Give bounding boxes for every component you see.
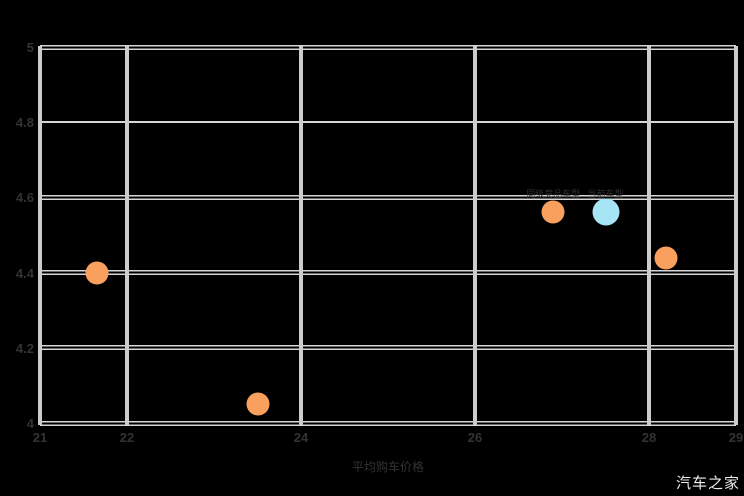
gridline-horizontal <box>40 44 736 50</box>
gridline-horizontal <box>40 420 736 426</box>
data-point-orange-series[interactable] <box>85 261 109 285</box>
gridline-horizontal <box>40 121 736 124</box>
y-axis-tick-label: 4.8 <box>15 115 34 131</box>
data-point-label: 当前车型 <box>587 189 624 200</box>
data-point-orange-series[interactable] <box>654 246 678 270</box>
x-axis-tick-label: 21 <box>32 430 48 445</box>
x-axis-title: 平均购车价格 <box>351 460 424 474</box>
data-point-orange-series[interactable] <box>541 200 565 224</box>
x-axis-tick-label: 28 <box>641 430 657 445</box>
y-axis-tick-label: 5 <box>26 40 34 55</box>
x-axis-tick-label: 24 <box>293 430 309 445</box>
gridline-vertical <box>647 46 651 425</box>
gridline-vertical <box>734 46 738 425</box>
y-axis-tick-label: 4.4 <box>15 265 34 281</box>
x-axis-tick-label: 29 <box>728 430 744 445</box>
gridline-vertical <box>473 46 477 425</box>
gridline-horizontal <box>40 194 736 200</box>
plot-area: 4 4.2 4.4 4.6 4.8 5 21 22 24 26 28 29 同级竞品车型 当前车型 <box>16 41 743 444</box>
x-axis-tick-label: 22 <box>119 430 135 445</box>
gridline-horizontal <box>40 345 736 351</box>
watermark-autohome: 汽车之家 <box>675 475 740 492</box>
gridline-vertical <box>38 46 42 425</box>
y-axis-tick-label: 4.2 <box>15 340 34 356</box>
gridline-horizontal <box>40 270 736 276</box>
x-axis-tick-label: 26 <box>467 430 483 445</box>
gridline-vertical <box>299 46 303 425</box>
gridline-vertical <box>125 46 129 425</box>
data-point-blue-series[interactable] <box>592 198 619 226</box>
y-axis-tick-label: 4 <box>26 416 34 431</box>
data-point-orange-series[interactable] <box>246 392 269 416</box>
data-point-label: 同级竞品车型 <box>526 189 581 200</box>
y-axis-tick-label: 4.6 <box>15 190 34 206</box>
